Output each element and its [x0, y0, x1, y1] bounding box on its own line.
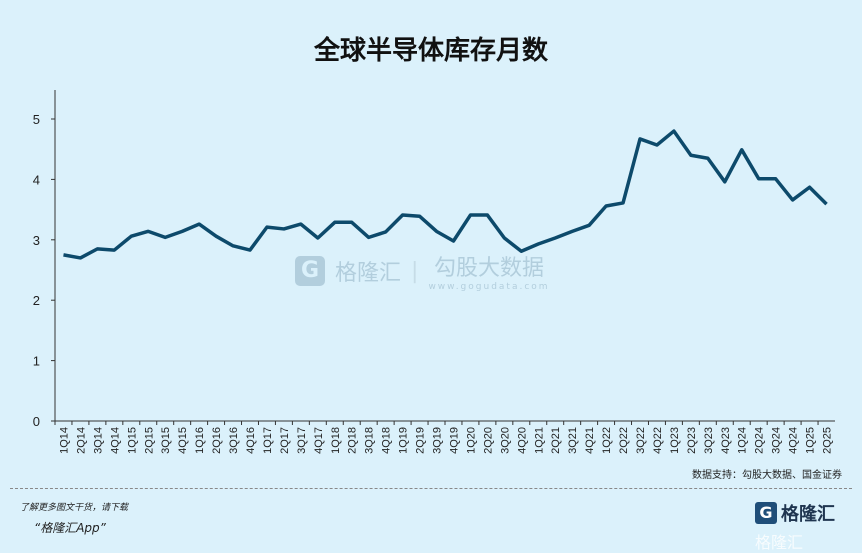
y-tick-label: 2 — [33, 293, 40, 308]
y-tick-label: 0 — [33, 414, 40, 429]
x-tick-label: 4Q24 — [788, 427, 800, 454]
x-tick-label: 3Q22 — [635, 427, 647, 454]
x-tick-label: 4Q16 — [245, 427, 257, 454]
y-tick-label: 1 — [33, 354, 40, 369]
x-tick-label: 2Q15 — [143, 427, 155, 454]
x-tick-label: 1Q17 — [262, 427, 274, 454]
x-tick-label: 4Q18 — [381, 427, 393, 454]
source-note: 数据支持：勾股大数据、国金证券 — [692, 470, 842, 481]
x-tick-label: 4Q21 — [584, 427, 596, 454]
x-tick-label: 1Q14 — [58, 427, 70, 454]
x-tick-label: 1Q18 — [330, 427, 342, 454]
x-tick-label: 3Q16 — [228, 427, 240, 454]
x-tick-label: 4Q22 — [652, 427, 664, 454]
logo-text: 格隆汇 — [781, 504, 835, 525]
x-tick-label: 3Q15 — [160, 427, 172, 454]
x-tick-label: 1Q21 — [533, 427, 545, 454]
x-tick-label: 3Q20 — [499, 427, 511, 454]
footer-app: “格隆汇App” — [34, 521, 106, 535]
x-tick-label: 2Q19 — [415, 427, 427, 454]
x-tick-label: 4Q17 — [313, 427, 325, 454]
chart-title: 全球半导体库存月数 — [313, 36, 548, 66]
watermark-brand-2: 勾股大数据 — [433, 256, 544, 281]
y-tick-label: 5 — [33, 112, 40, 127]
x-tick-label: 2Q18 — [347, 427, 359, 454]
x-tick-label: 1Q23 — [669, 427, 681, 454]
x-tick-label: 1Q19 — [398, 427, 410, 454]
logo-watermark: 格隆汇 — [755, 533, 804, 552]
x-tick-label: 1Q24 — [737, 427, 749, 454]
footer-text: 了解更多图文干货，请下载 — [20, 503, 129, 513]
watermark-logo-icon: G — [295, 256, 325, 286]
x-tick-label: 3Q17 — [296, 427, 308, 454]
x-tick-label: 1Q22 — [601, 427, 613, 454]
x-tick-label: 4Q15 — [177, 427, 189, 454]
x-tick-label: 3Q21 — [567, 427, 579, 454]
x-tick-label: 2Q25 — [822, 427, 834, 454]
brand-logo: G 格隆汇 格隆汇 — [755, 500, 850, 552]
x-tick-label: 3Q18 — [364, 427, 376, 454]
watermark-url: www.gogudata.com — [428, 282, 550, 292]
x-tick-label: 3Q19 — [432, 427, 444, 454]
x-tick-label: 2Q14 — [75, 427, 87, 454]
x-tick-label: 3Q24 — [771, 427, 783, 454]
x-tick-label: 2Q16 — [211, 427, 223, 454]
x-tick-label: 3Q14 — [92, 427, 104, 454]
y-tick-label: 3 — [33, 233, 40, 248]
x-tick-label: 4Q20 — [516, 427, 528, 454]
x-tick-label: 4Q23 — [720, 427, 732, 454]
x-tick-label: 2Q17 — [279, 427, 291, 454]
x-tick-label: 2Q22 — [618, 427, 630, 454]
line-chart: 0 1 2 3 4 5 1Q14 2Q14 3Q14 4Q14 1Q15 2Q15 3Q15 4Q15 1Q… — [33, 90, 835, 454]
x-tick-label: 1Q20 — [465, 427, 477, 454]
x-tick-label: 2Q20 — [482, 427, 494, 454]
x-tick-label: 2Q23 — [686, 427, 698, 454]
x-tick-label: 2Q21 — [550, 427, 562, 454]
x-tick-label: 1Q25 — [805, 427, 817, 454]
logo-icon: G — [755, 502, 777, 524]
y-tick-label: 4 — [33, 172, 40, 187]
x-tick-label: 1Q16 — [194, 427, 206, 454]
watermark: G 格隆汇 | 勾股大数据 www.gogudata.com — [295, 250, 550, 292]
series-line — [63, 129, 828, 260]
watermark-brand: 格隆汇 — [335, 261, 402, 286]
x-tick-label: 3Q23 — [703, 427, 715, 454]
x-tick-label: 4Q14 — [109, 427, 121, 454]
x-tick-label: 1Q15 — [126, 427, 138, 454]
divider — [10, 488, 852, 489]
x-tick-label: 2Q24 — [754, 427, 766, 454]
x-tick-label: 4Q19 — [448, 427, 460, 454]
